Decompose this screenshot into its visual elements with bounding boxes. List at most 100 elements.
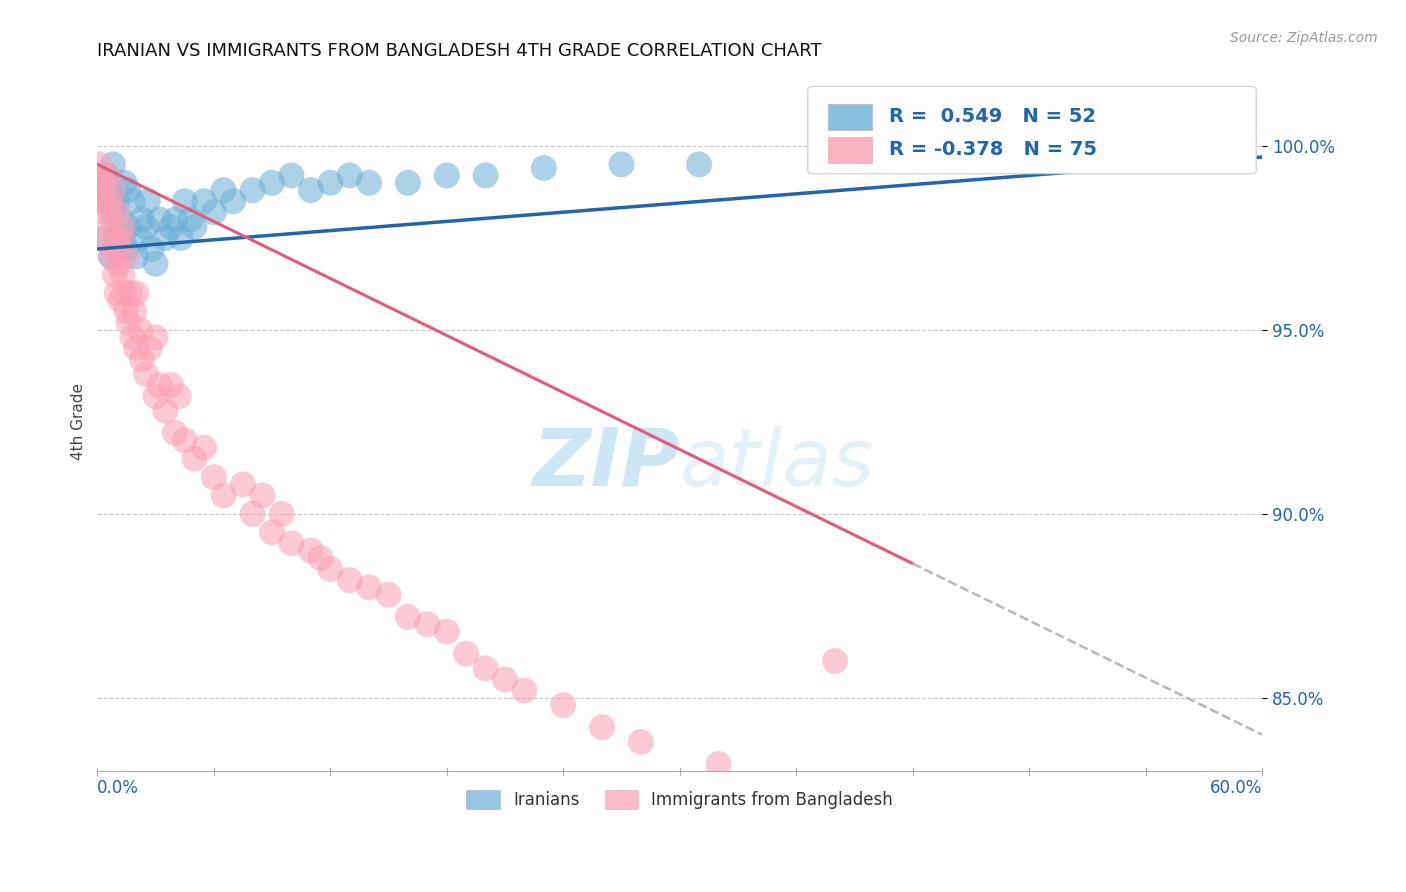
Point <box>145 257 167 271</box>
Point <box>533 161 555 175</box>
Point <box>105 231 128 245</box>
Point <box>89 157 111 171</box>
Bar <box>828 136 872 163</box>
Point <box>252 488 274 502</box>
Point <box>98 194 121 209</box>
Text: Source: ZipAtlas.com: Source: ZipAtlas.com <box>1230 31 1378 45</box>
Point <box>105 205 128 219</box>
Point <box>145 330 167 344</box>
Point <box>148 378 170 392</box>
Point <box>131 352 153 367</box>
Text: IRANIAN VS IMMIGRANTS FROM BANGLADESH 4TH GRADE CORRELATION CHART: IRANIAN VS IMMIGRANTS FROM BANGLADESH 4T… <box>97 42 823 60</box>
Point <box>167 389 190 403</box>
Point <box>135 367 157 381</box>
Point <box>114 176 136 190</box>
Point <box>183 219 205 234</box>
Point <box>280 536 302 550</box>
Point <box>125 286 148 301</box>
Point <box>107 242 129 256</box>
Point <box>436 169 458 183</box>
Point <box>339 573 361 587</box>
Text: ZIP: ZIP <box>533 425 679 503</box>
Point <box>170 231 193 245</box>
Point <box>91 194 114 209</box>
Point <box>148 212 170 227</box>
Point <box>117 183 139 197</box>
Point <box>202 205 225 219</box>
Point <box>111 219 134 234</box>
Point <box>212 183 235 197</box>
Point <box>173 434 195 448</box>
Point <box>107 257 129 271</box>
Point <box>125 249 148 263</box>
Point <box>163 212 186 227</box>
Point <box>136 194 159 209</box>
Point <box>824 654 846 668</box>
Point <box>91 194 114 209</box>
Point <box>688 157 710 171</box>
Point <box>101 157 124 171</box>
Point <box>100 249 122 263</box>
Point <box>145 389 167 403</box>
Legend: Iranians, Immigrants from Bangladesh: Iranians, Immigrants from Bangladesh <box>460 783 900 815</box>
Point <box>121 194 143 209</box>
Point <box>339 169 361 183</box>
Text: R =  0.549   N = 52: R = 0.549 N = 52 <box>890 107 1097 126</box>
Point <box>111 268 134 282</box>
Point <box>377 588 399 602</box>
Point <box>139 342 162 356</box>
Point <box>173 194 195 209</box>
Point <box>202 470 225 484</box>
Point <box>232 477 254 491</box>
Point <box>222 194 245 209</box>
Point <box>319 562 342 576</box>
Text: 0.0%: 0.0% <box>97 779 139 797</box>
Point <box>90 176 112 190</box>
Point <box>104 231 127 245</box>
Point <box>111 231 134 245</box>
Point <box>309 551 332 566</box>
Point <box>117 316 139 330</box>
Point <box>299 543 322 558</box>
Point <box>105 231 128 245</box>
Y-axis label: 4th Grade: 4th Grade <box>72 384 86 460</box>
Point <box>163 425 186 440</box>
Point <box>707 757 730 772</box>
Point <box>104 268 127 282</box>
Point <box>160 219 183 234</box>
Point <box>96 169 118 183</box>
Point <box>96 231 118 245</box>
Point <box>100 205 122 219</box>
Point <box>129 231 152 245</box>
Point <box>359 581 381 595</box>
Point <box>474 661 496 675</box>
Point <box>121 330 143 344</box>
Point <box>416 617 439 632</box>
Point <box>101 242 124 256</box>
Point <box>100 249 122 263</box>
Point <box>862 153 884 168</box>
Point <box>1057 150 1080 164</box>
Point <box>553 698 575 713</box>
Text: R = -0.378   N = 75: R = -0.378 N = 75 <box>890 140 1097 159</box>
Point <box>94 183 117 197</box>
Point <box>494 673 516 687</box>
Point <box>120 286 142 301</box>
Point <box>193 441 215 455</box>
Point <box>129 323 152 337</box>
Point <box>90 176 112 190</box>
Point <box>513 683 536 698</box>
Point <box>94 231 117 245</box>
Point <box>474 169 496 183</box>
Text: 60.0%: 60.0% <box>1209 779 1263 797</box>
Point <box>212 488 235 502</box>
Point <box>630 735 652 749</box>
Point <box>105 286 128 301</box>
Point <box>155 404 177 418</box>
Point <box>270 507 292 521</box>
Point <box>110 293 132 308</box>
Point <box>135 219 157 234</box>
Point <box>260 525 283 540</box>
Point <box>117 219 139 234</box>
Point <box>125 342 148 356</box>
